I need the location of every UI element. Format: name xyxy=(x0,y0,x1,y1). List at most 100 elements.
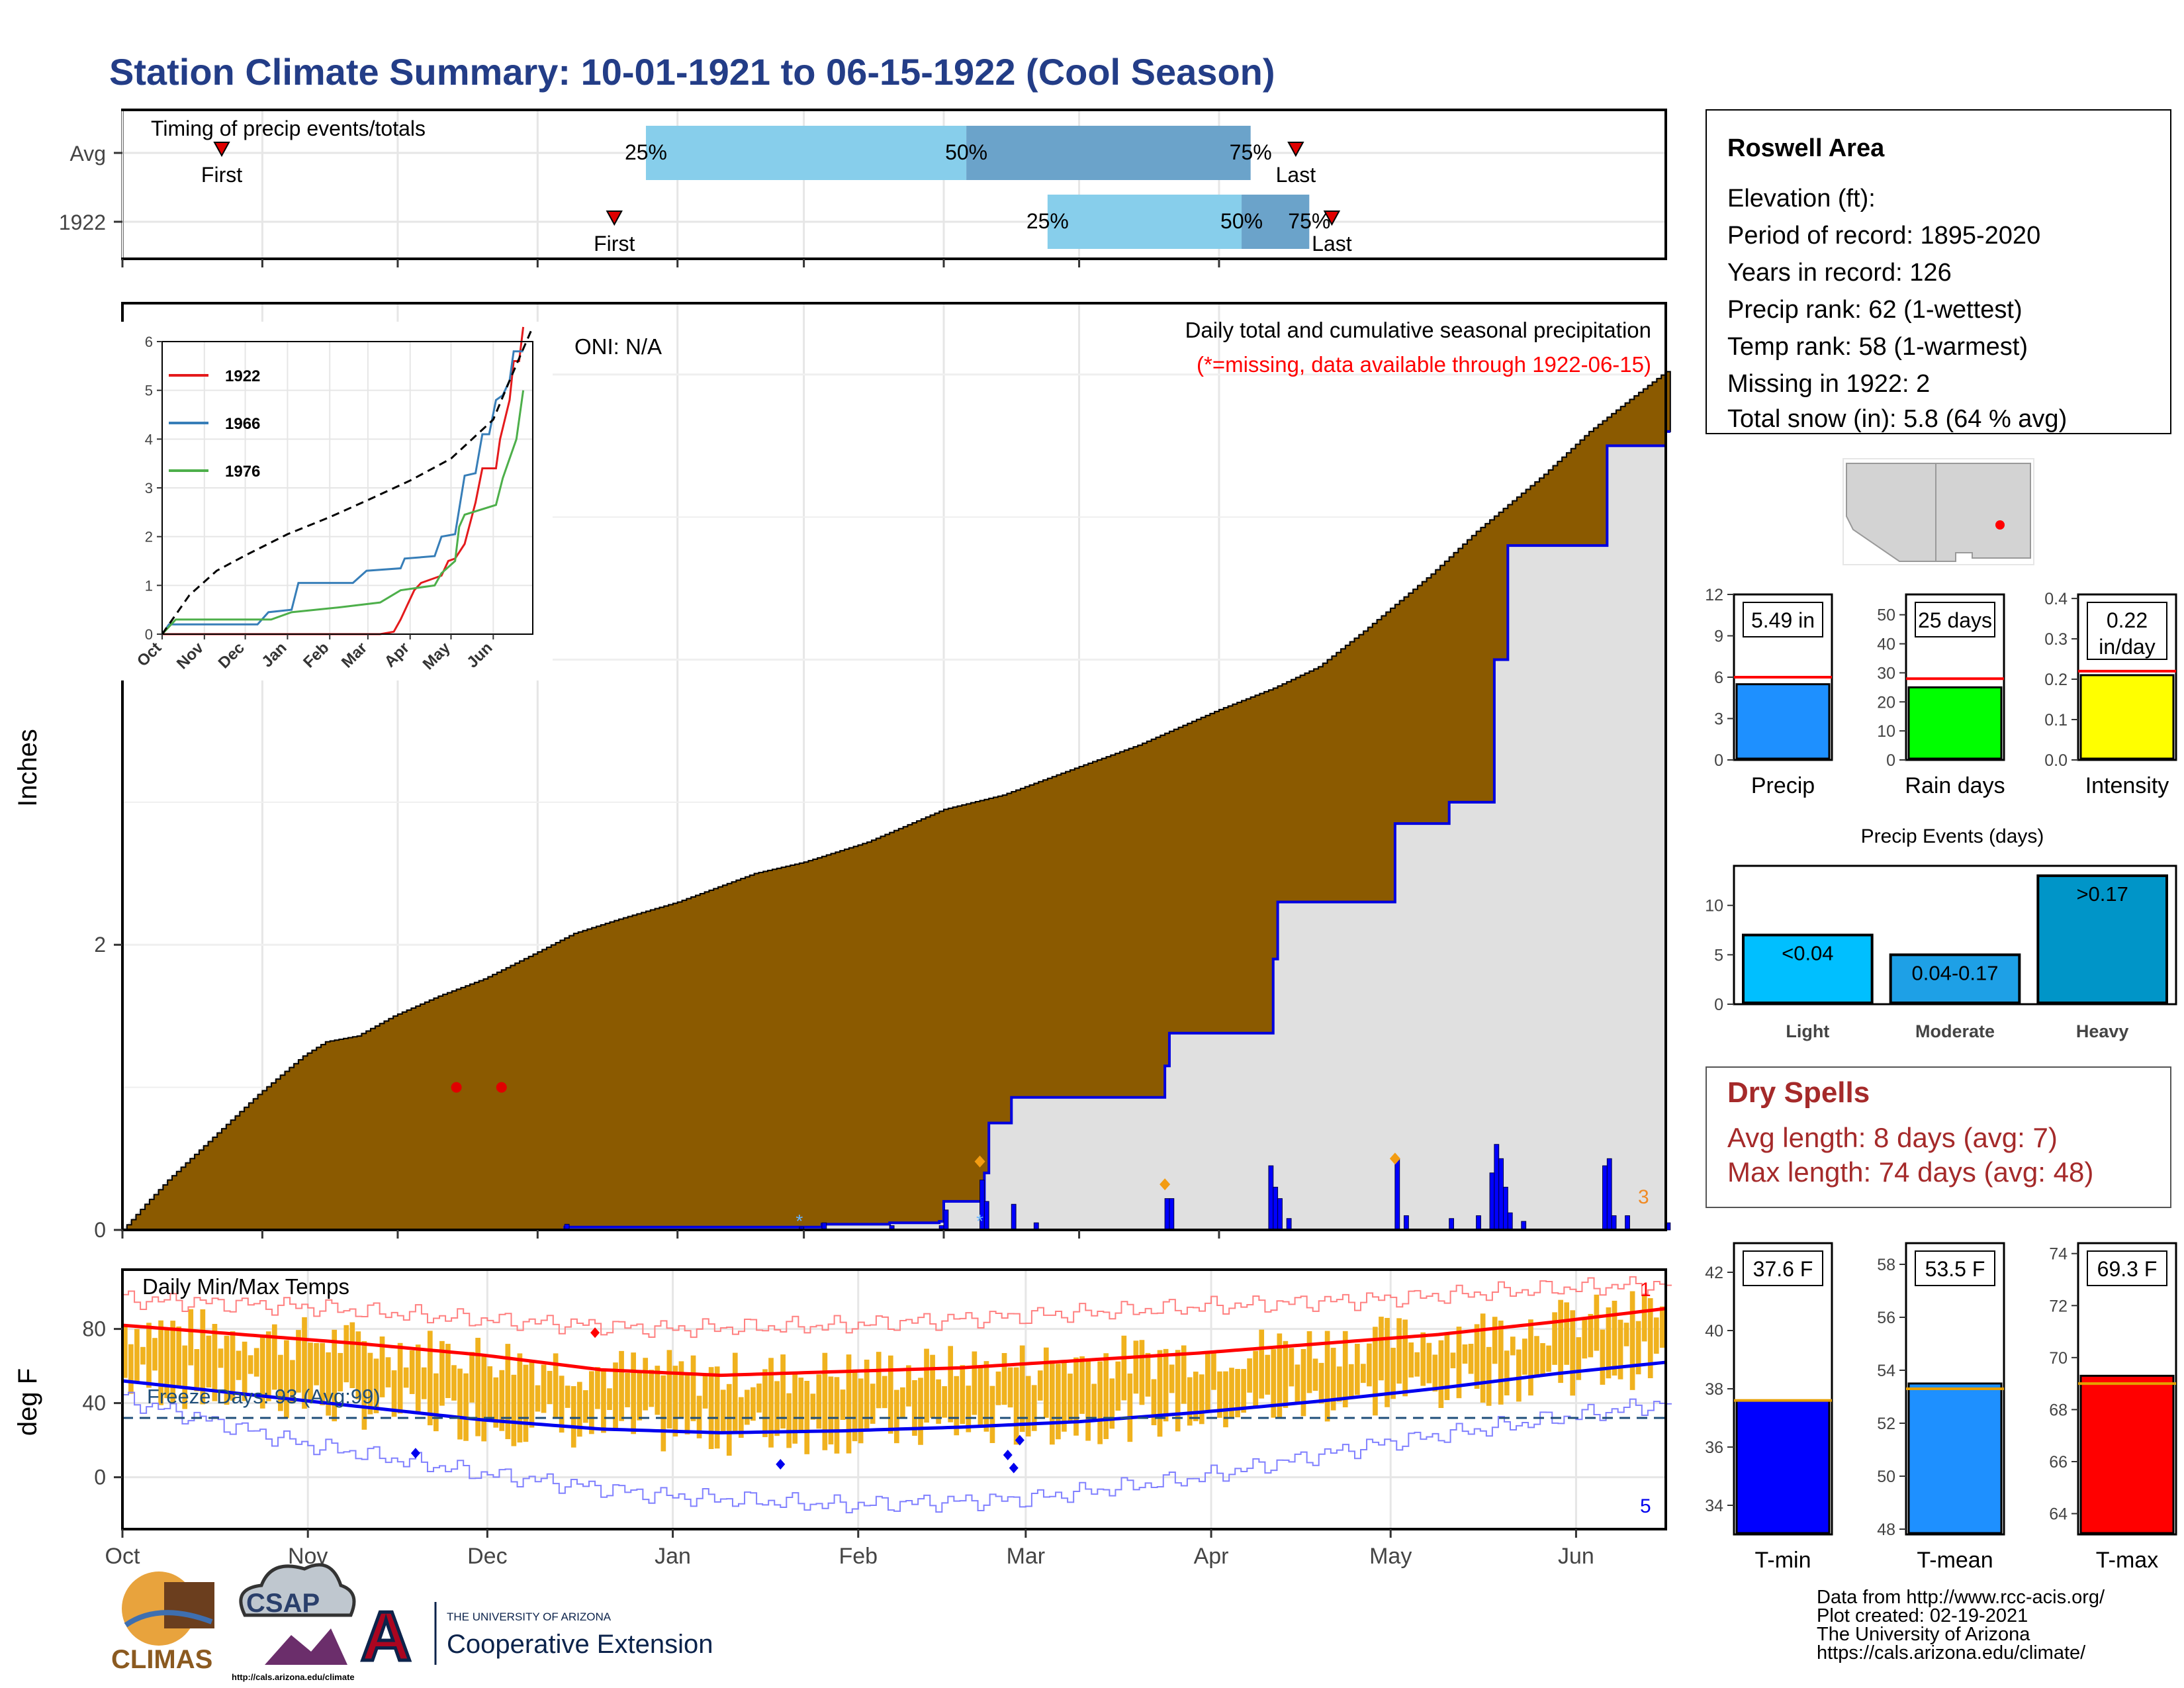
avg-min-line xyxy=(122,1360,1666,1434)
mini-chart-y-tick-label-summary-tmin: 38 xyxy=(1705,1380,1723,1399)
daily-precip-bar xyxy=(1606,1158,1612,1231)
freeze-days-label: Freeze Days: 93 (Avg:99) xyxy=(147,1385,381,1408)
daily-temp-bar xyxy=(864,1359,870,1431)
daily-temp-bar xyxy=(493,1377,499,1428)
daily-precip-bar xyxy=(1277,1198,1283,1231)
daily-temp-bar xyxy=(1492,1317,1498,1364)
daily-temp-bar xyxy=(1576,1337,1582,1380)
daily-temp-bar xyxy=(595,1367,600,1409)
mini-chart-y-tick-label-summary-tmean: 54 xyxy=(1877,1362,1895,1380)
temp-x-tick-label: Apr xyxy=(1194,1544,1229,1569)
daily-temp-bar xyxy=(284,1340,289,1419)
mini-chart-y-tick-label-summary-intensity: 0.2 xyxy=(2044,671,2068,689)
timing-marker-first xyxy=(606,211,623,226)
daily-temp-bar xyxy=(643,1358,649,1411)
daily-precip-bar xyxy=(943,1209,949,1231)
station-years: Years in record: 126 xyxy=(1727,259,1952,287)
daily-temp-bar xyxy=(1617,1319,1623,1380)
daily-temp-bar xyxy=(1300,1348,1306,1417)
daily-temp-bar xyxy=(1635,1321,1641,1375)
daily-temp-bar xyxy=(1367,1343,1372,1387)
daily-temp-bar xyxy=(751,1387,756,1421)
daily-temp-bar xyxy=(613,1362,618,1430)
timing-marker-first-label: First xyxy=(201,163,242,187)
mini-chart-y-tick-label-summary-intensity: 0.4 xyxy=(2044,590,2068,608)
mini-chart-y-tick-label-summary-precip: 3 xyxy=(1714,710,1723,729)
daily-temp-bar xyxy=(1534,1336,1539,1378)
daily-precip-bar xyxy=(1164,1198,1170,1231)
mini-chart-y-tick-label-summary-raindays: 20 xyxy=(1877,693,1895,712)
inset-series-line-1976 xyxy=(161,390,525,635)
daily-temp-bar xyxy=(427,1331,433,1426)
mini-chart-y-tick-label-summary-tmin: 42 xyxy=(1705,1264,1723,1282)
map-new-mexico xyxy=(1935,463,2031,562)
daily-temp-bar xyxy=(1085,1360,1091,1441)
daily-temp-bar xyxy=(1504,1350,1510,1395)
station-box-frame xyxy=(1706,109,2171,434)
daily-temp-bar xyxy=(1121,1335,1127,1401)
daily-precip-bar xyxy=(1611,1215,1617,1231)
daily-temp-bar xyxy=(1588,1313,1594,1358)
station-total-snow: Total snow (in): 5.8 (64 % avg) xyxy=(1727,405,2067,433)
precip-events-chart: Precip Events (days) <0.04 Light 0.04-0.17… xyxy=(1705,825,2177,1041)
temp-panel-frame xyxy=(121,1268,1667,1530)
mini-chart-bar-summary-raindays xyxy=(1907,686,2003,760)
mini-chart-y-tick-label-summary-precip: 6 xyxy=(1714,669,1723,687)
daily-temp-bar xyxy=(1037,1370,1043,1401)
daily-temp-bar xyxy=(702,1376,708,1409)
daily-temp-bar xyxy=(1205,1352,1210,1411)
daily-temp-bar xyxy=(457,1368,463,1440)
mini-chart-y-tick-label-summary-raindays: 10 xyxy=(1877,722,1895,741)
daily-temp-bar xyxy=(1271,1349,1277,1418)
daily-temp-bar xyxy=(714,1366,720,1449)
daily-temp-bar xyxy=(1265,1354,1271,1395)
mini-chart-y-tick-label-summary-raindays: 50 xyxy=(1877,606,1895,625)
daily-temp-bar xyxy=(1324,1331,1330,1422)
timing-bars: 25% 50% 75% First Last 25% 50% 75% First Last xyxy=(201,126,1352,256)
daily-temp-bar xyxy=(355,1331,361,1400)
daily-temp-bar xyxy=(212,1323,218,1401)
mini-chart-bar-summary-intensity xyxy=(2079,674,2175,760)
mini-chart-y-tick-label-summary-raindays: 30 xyxy=(1877,664,1895,682)
daily-temp-bar xyxy=(164,1329,169,1399)
snow-day-marker: * xyxy=(796,1211,803,1231)
daily-temp-bar xyxy=(140,1346,146,1365)
temp-y-axis: 0 40 80 xyxy=(82,1317,122,1489)
precip-right-count: 3 xyxy=(1638,1186,1649,1208)
daily-temp-bar xyxy=(511,1374,517,1446)
daily-temp-bar xyxy=(738,1397,744,1438)
daily-temp-bar xyxy=(601,1368,606,1433)
daily-temp-bar xyxy=(1151,1379,1157,1426)
daily-temp-bar xyxy=(397,1342,403,1414)
mini-chart-bar-summary-tmax xyxy=(2079,1374,2175,1534)
daily-temp-bar xyxy=(230,1331,236,1401)
mini-chart-y-tick-label-summary-intensity: 0.0 xyxy=(2044,751,2068,770)
daily-temp-bar xyxy=(1259,1329,1265,1399)
daily-temp-bar xyxy=(1540,1342,1545,1376)
daily-temp-bar xyxy=(726,1383,732,1456)
record-low-marker xyxy=(410,1448,420,1459)
daily-temp-bar xyxy=(296,1330,301,1393)
timing-q50-label: 50% xyxy=(945,140,987,164)
daily-temp-bar xyxy=(637,1371,643,1421)
record-min-line xyxy=(122,1391,1672,1514)
daily-temp-bar xyxy=(535,1385,541,1412)
daily-temp-bar xyxy=(553,1353,559,1419)
mini-chart-category-summary-intensity: Intensity xyxy=(2085,773,2169,798)
daily-temp-bar xyxy=(912,1380,917,1436)
daily-precip-bar xyxy=(1498,1158,1504,1231)
daily-temp-bar xyxy=(134,1329,140,1382)
daily-temp-bar xyxy=(1570,1310,1576,1396)
mini-chart-value-label-summary-tmin: 37.6 F xyxy=(1753,1257,1813,1281)
daily-temp-bar xyxy=(1408,1342,1414,1378)
daily-temp-bar xyxy=(379,1336,385,1397)
temp-y-tick-label: 80 xyxy=(82,1317,106,1341)
daily-temp-bar xyxy=(1396,1318,1402,1384)
daily-temp-bar xyxy=(672,1366,678,1437)
page-title: Station Climate Summary: 10-01-1921 to 0… xyxy=(109,51,1275,93)
daily-temp-bar xyxy=(409,1350,415,1394)
daily-temp-bar xyxy=(308,1342,313,1401)
timing-x-ticks xyxy=(114,152,1220,267)
daily-temp-bar xyxy=(1103,1353,1109,1439)
daily-temp-bar xyxy=(1462,1344,1468,1364)
